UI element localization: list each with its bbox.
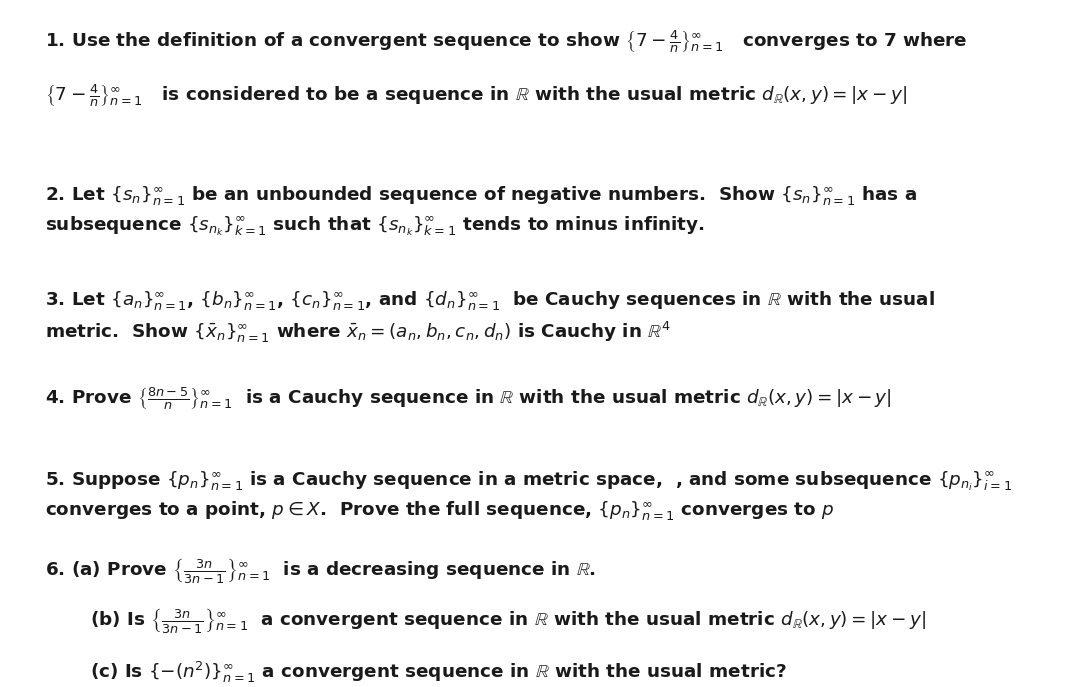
Text: (c) Is $\{-(n^2)\}_{n=1}^{\infty}$ a convergent sequence in $\mathbb{R}$ with th: (c) Is $\{-(n^2)\}_{n=1}^{\infty}$ a con… bbox=[90, 660, 787, 685]
Text: metric.  Show $\{\bar{x}_n\}_{n=1}^{\infty}$ where $\bar{x}_n = (a_n, b_n, c_n, : metric. Show $\{\bar{x}_n\}_{n=1}^{\inft… bbox=[45, 320, 671, 345]
Text: subsequence $\{s_{n_k}\}_{k=1}^{\infty}$ such that $\{s_{n_k}\}_{k=1}^{\infty}$ : subsequence $\{s_{n_k}\}_{k=1}^{\infty}$… bbox=[45, 215, 705, 238]
Text: 2. Let $\{s_n\}_{n=1}^{\infty}$ be an unbounded sequence of negative numbers.  S: 2. Let $\{s_n\}_{n=1}^{\infty}$ be an un… bbox=[45, 185, 917, 208]
Text: converges to a point, $p \in X$.  Prove the full sequence, $\{p_n\}_{n=1}^{\inft: converges to a point, $p \in X$. Prove t… bbox=[45, 500, 835, 523]
Text: 1. Use the definition of a convergent sequence to show $\left\{7 - \frac{4}{n}\r: 1. Use the definition of a convergent se… bbox=[45, 28, 968, 54]
Text: 5. Suppose $\{p_n\}_{n=1}^{\infty}$ is a Cauchy sequence in a metric space,  , a: 5. Suppose $\{p_n\}_{n=1}^{\infty}$ is a… bbox=[45, 470, 1012, 493]
Text: $\left\{7 - \frac{4}{n}\right\}_{n=1}^{\infty}$   is considered to be a sequence: $\left\{7 - \frac{4}{n}\right\}_{n=1}^{\… bbox=[45, 82, 907, 108]
Text: 4. Prove $\left\{\frac{8n-5}{n}\right\}_{n=1}^{\infty}$  is a Cauchy sequence in: 4. Prove $\left\{\frac{8n-5}{n}\right\}_… bbox=[45, 385, 892, 411]
Text: (b) Is $\left\{\frac{3n}{3n-1}\right\}_{n=1}^{\infty}$  a convergent sequence in: (b) Is $\left\{\frac{3n}{3n-1}\right\}_{… bbox=[90, 606, 926, 635]
Text: 3. Let $\{a_n\}_{n=1}^{\infty}$, $\{b_n\}_{n=1}^{\infty}$, $\{c_n\}_{n=1}^{\inft: 3. Let $\{a_n\}_{n=1}^{\infty}$, $\{b_n\… bbox=[45, 290, 935, 313]
Text: 6. (a) Prove $\left\{\frac{3n}{3n-1}\right\}_{n=1}^{\infty}$  is a decreasing se: 6. (a) Prove $\left\{\frac{3n}{3n-1}\rig… bbox=[45, 556, 596, 585]
